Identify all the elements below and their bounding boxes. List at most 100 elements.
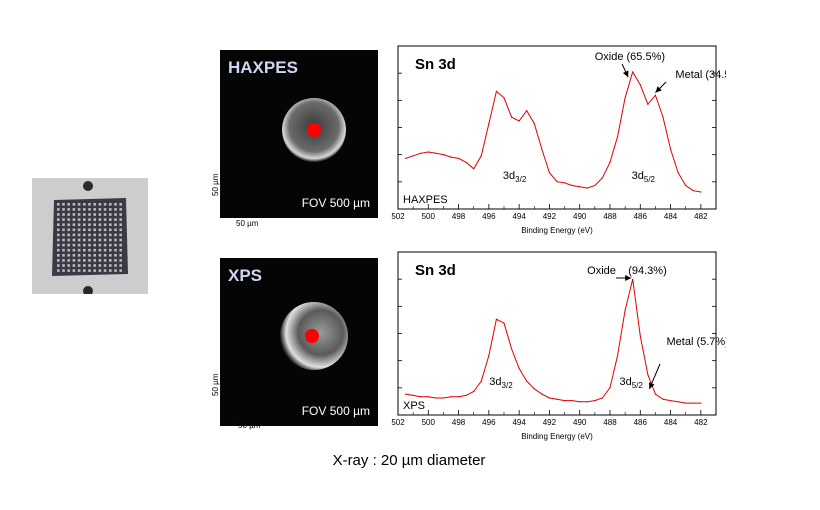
data-point xyxy=(654,393,657,395)
x-tick-label: 488 xyxy=(603,418,617,427)
sample-grid-dot xyxy=(67,248,70,252)
sample-grid-dot xyxy=(57,213,60,216)
sample-grid-dot xyxy=(72,203,76,206)
data-point xyxy=(594,184,596,187)
x-tick-label: 494 xyxy=(512,418,526,427)
haxpes-fov-label: FOV 500 µm xyxy=(301,196,370,210)
sample-grid-dot xyxy=(114,243,117,247)
x-tick-label: 488 xyxy=(603,212,617,221)
sample-grid-dot xyxy=(114,208,117,211)
sample-grid-dot xyxy=(57,223,60,226)
x-tick-label: 492 xyxy=(543,418,557,427)
data-point xyxy=(669,148,672,150)
haxpes-scale-x: 50 µm xyxy=(236,219,259,228)
sample-grid-dot xyxy=(62,248,65,252)
data-point xyxy=(571,184,573,187)
sample-grid-dot xyxy=(109,223,112,226)
sample-grid-dot xyxy=(114,223,117,226)
x-tick-label: 498 xyxy=(452,212,466,221)
sample-grid-dot xyxy=(72,208,76,211)
x-tick-label: 484 xyxy=(664,418,678,427)
sample-grid-dot xyxy=(77,254,81,257)
peak-label: 3d3/2 xyxy=(489,376,513,390)
sample-grid-dot xyxy=(88,238,91,242)
sample-grid-dot xyxy=(83,223,86,226)
sample-grid-dot xyxy=(77,259,81,262)
peak-annotation: Oxide xyxy=(587,265,616,277)
data-point xyxy=(404,393,407,395)
sample-grid-dot xyxy=(83,264,86,267)
sample-grid-dot xyxy=(67,243,70,247)
haxpes-beam-spot-image xyxy=(282,98,346,162)
data-point xyxy=(647,103,649,105)
sample-grid-dot xyxy=(109,254,112,257)
sample-grid-dot xyxy=(62,259,65,262)
data-point xyxy=(601,177,604,179)
x-tick-label: 502 xyxy=(391,418,405,427)
x-tick-label: 496 xyxy=(482,418,496,427)
data-point xyxy=(601,397,604,399)
sample-grid-dot xyxy=(114,264,117,267)
data-point xyxy=(563,399,566,402)
x-axis-label: Binding Energy (eV) xyxy=(521,226,593,235)
sample-grid-dot xyxy=(103,243,107,247)
sample-grid-dot xyxy=(62,254,65,257)
sample-grid-dot xyxy=(62,238,65,242)
sample-grid-dot xyxy=(119,254,122,257)
sample-grid-dot xyxy=(62,218,65,221)
data-point xyxy=(427,151,429,153)
sample-grid-dot xyxy=(72,223,76,226)
sample-grid-dot xyxy=(103,248,107,252)
xps-tag: XPS xyxy=(228,266,263,285)
sample-grid-dot xyxy=(88,254,91,257)
peak-label: 3d5/2 xyxy=(632,170,656,184)
sample-grid-dot xyxy=(103,228,107,232)
sample-grid-dot xyxy=(98,254,102,257)
xps-fov-label: FOV 500 µm xyxy=(301,404,370,418)
data-point xyxy=(412,155,414,157)
chart-title: Sn 3d xyxy=(415,262,456,279)
sample-grid-dot xyxy=(83,248,86,252)
sample-grid-dot xyxy=(57,248,60,252)
data-point xyxy=(404,157,407,160)
peak-annotation: Metal (34.5%) xyxy=(675,69,726,81)
sample-grid-dot xyxy=(57,238,60,242)
sample-grid-dot xyxy=(67,208,70,211)
sample-grid-dot xyxy=(62,264,65,267)
x-tick-label: 490 xyxy=(573,212,587,221)
sample-grid-dot xyxy=(83,228,86,232)
data-point xyxy=(654,94,657,96)
xps-scale-y: 50 µm xyxy=(211,373,220,396)
x-tick-label: 490 xyxy=(573,418,587,427)
sample-grid-dot xyxy=(57,254,60,257)
sample-grid-dot xyxy=(114,203,117,206)
data-point xyxy=(692,190,694,192)
data-point xyxy=(435,152,437,154)
sample-grid-dot xyxy=(103,259,107,262)
sample-grid-dot xyxy=(98,248,102,252)
haxpes-spectrum-chart: 502 500 498 496 494 492 490 488 486 484 482 Binding… xyxy=(390,42,744,242)
sample-grid-dot xyxy=(103,264,107,267)
sample-grid-dot xyxy=(114,218,117,221)
data-point xyxy=(518,120,520,122)
data-point xyxy=(442,397,445,399)
data-point xyxy=(616,354,619,356)
sample-grid-dot xyxy=(72,233,76,237)
sample-grid-dot xyxy=(93,243,96,247)
sample-grid-dot xyxy=(62,228,65,232)
sample-grid-dot xyxy=(103,238,107,242)
sample-grid-dot xyxy=(72,254,76,257)
sample-grid-dot xyxy=(109,228,112,232)
data-point xyxy=(420,152,422,154)
sample-grid-dot xyxy=(88,223,91,226)
data-point xyxy=(647,374,649,376)
sample-grid-dot xyxy=(57,208,60,211)
x-tick-label: 494 xyxy=(512,212,526,221)
sample-grid-dot xyxy=(114,254,117,257)
data-point xyxy=(548,172,551,174)
sample-grid-dot xyxy=(109,218,112,221)
sample-grid-dot xyxy=(119,269,122,272)
sample-grid-dot xyxy=(67,228,70,232)
data-point xyxy=(465,161,467,163)
sample-grid-dot xyxy=(77,238,81,242)
